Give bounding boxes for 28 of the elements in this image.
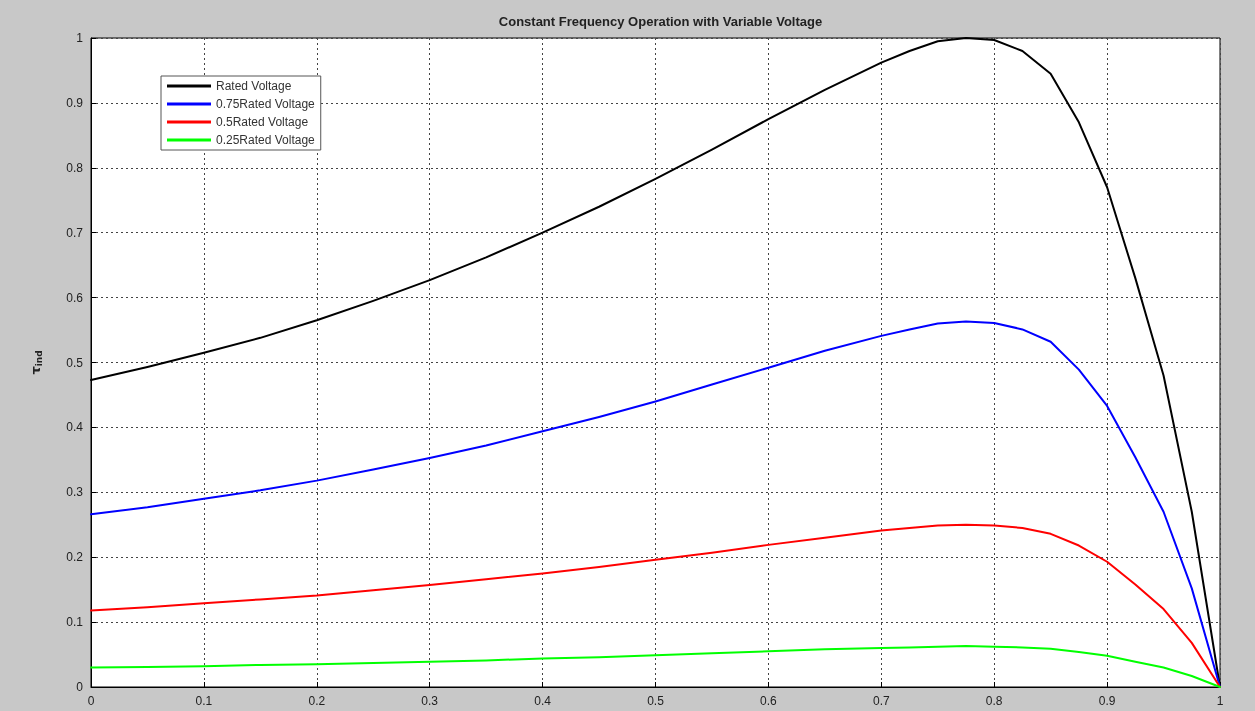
chart-title: Constant Frequency Operation with Variable Voltage (498, 14, 823, 29)
x-tick-label: 0.7 (872, 694, 890, 708)
x-tick-label: 0.5 (647, 694, 665, 708)
x-tick-label: 0.9 (1098, 694, 1116, 708)
y-axis-title: τind (28, 350, 44, 375)
y-tick-label: 0.4 (66, 420, 84, 435)
y-tick-label: 1 (76, 31, 84, 45)
x-tick-label: 0.4 (534, 694, 552, 708)
y-tick-label: 0 (76, 680, 84, 694)
x-tick-label: 0.6 (760, 694, 778, 708)
x-tick-label: 0.2 (308, 694, 326, 708)
y-tick-label: 0.3 (66, 485, 84, 500)
x-tick-label: 0 (87, 694, 95, 708)
legend-label: 0.75Rated Voltage (216, 97, 316, 111)
x-tick-label: 0.1 (195, 694, 213, 708)
y-tick-label: 0.6 (66, 290, 84, 305)
y-tick-label: 0.9 (66, 95, 84, 110)
y-tick-label: 0.2 (66, 550, 84, 565)
legend-label: Rated Voltage (216, 79, 292, 93)
legend-label: 0.25Rated Voltage (216, 133, 316, 147)
y-tick-label: 0.1 (66, 615, 84, 630)
y-tick-label: 0.8 (66, 160, 84, 175)
x-tick-label: 0.8 (985, 694, 1003, 708)
x-tick-label: 1 (1216, 694, 1224, 708)
legend-label: 0.5Rated Voltage (216, 115, 309, 129)
x-tick-label: 0.3 (421, 694, 439, 708)
y-tick-label: 0.5 (66, 355, 84, 370)
y-tick-label: 0.7 (66, 225, 84, 240)
